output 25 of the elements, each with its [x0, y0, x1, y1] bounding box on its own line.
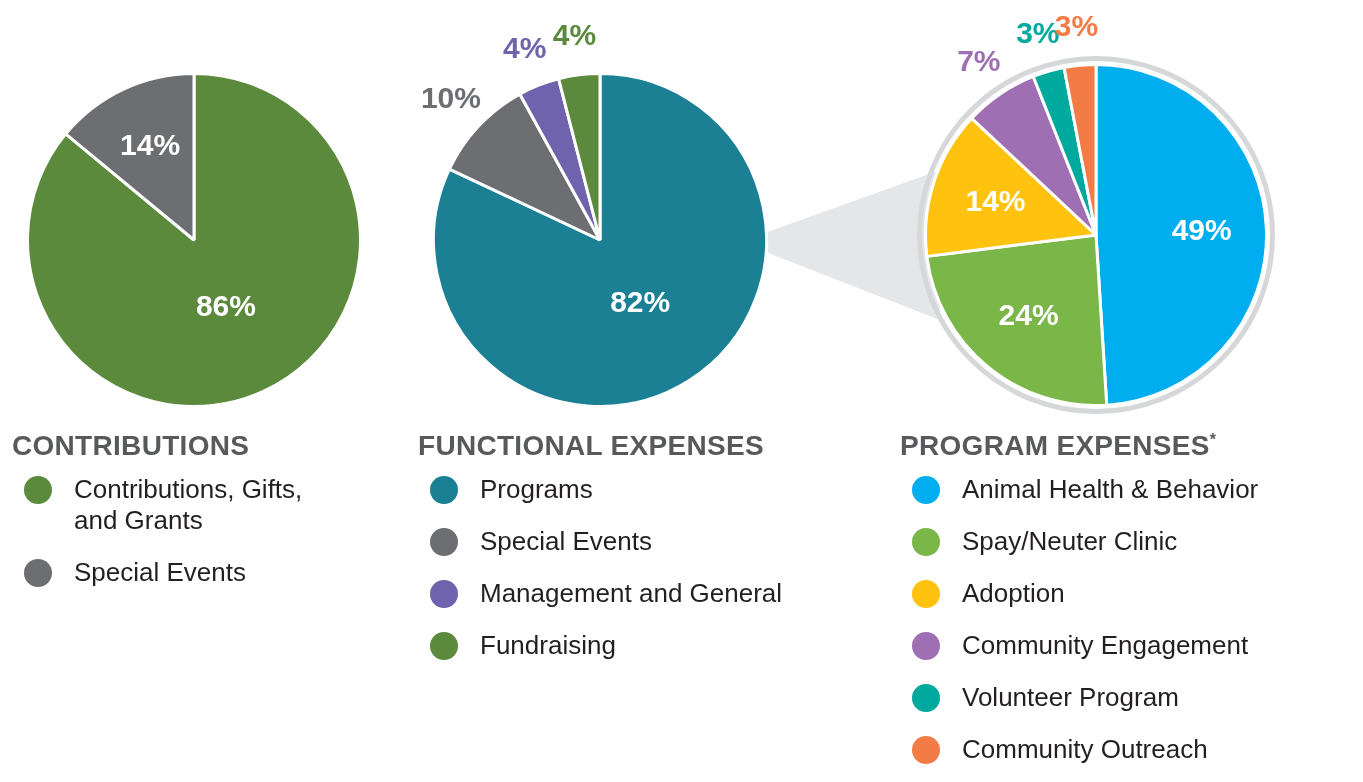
data-label: 10% — [420, 81, 481, 115]
legend-label: Fundraising — [479, 630, 617, 661]
data-label: 4% — [552, 18, 597, 52]
data-label: 4% — [503, 31, 547, 65]
data-label: 86% — [195, 289, 256, 323]
data-label: 49% — [1171, 212, 1232, 246]
legend-label: Adoption — [961, 578, 1066, 609]
legend-label: Special Events — [73, 557, 247, 588]
data-label: 14% — [965, 183, 1026, 217]
text: CONTRIBUTIONS — [12, 430, 250, 461]
legend-label: Animal Health & Behavior — [961, 474, 1260, 505]
legend-label: Volunteer Program — [961, 682, 1180, 713]
legend-label: Contributions, Gifts, and Grants — [73, 474, 304, 536]
legend-label: Community Outreach — [961, 734, 1209, 765]
legend-label: Community Engagement — [961, 630, 1250, 661]
data-label: 7% — [957, 43, 1001, 77]
text: FUNCTIONAL EXPENSES — [418, 430, 765, 462]
text: PROGRAM EXPENSES$^{*}$ — [900, 430, 1218, 462]
legend-label: Management and General — [479, 578, 784, 609]
legend-label: Spay/Neuter Clinic — [961, 526, 1179, 557]
legend-label: Special Events — [479, 526, 653, 557]
legend-label: Programs — [479, 474, 594, 505]
data-label: 14% — [120, 127, 181, 161]
data-label: 82% — [610, 284, 671, 318]
data-label: 24% — [998, 297, 1059, 331]
